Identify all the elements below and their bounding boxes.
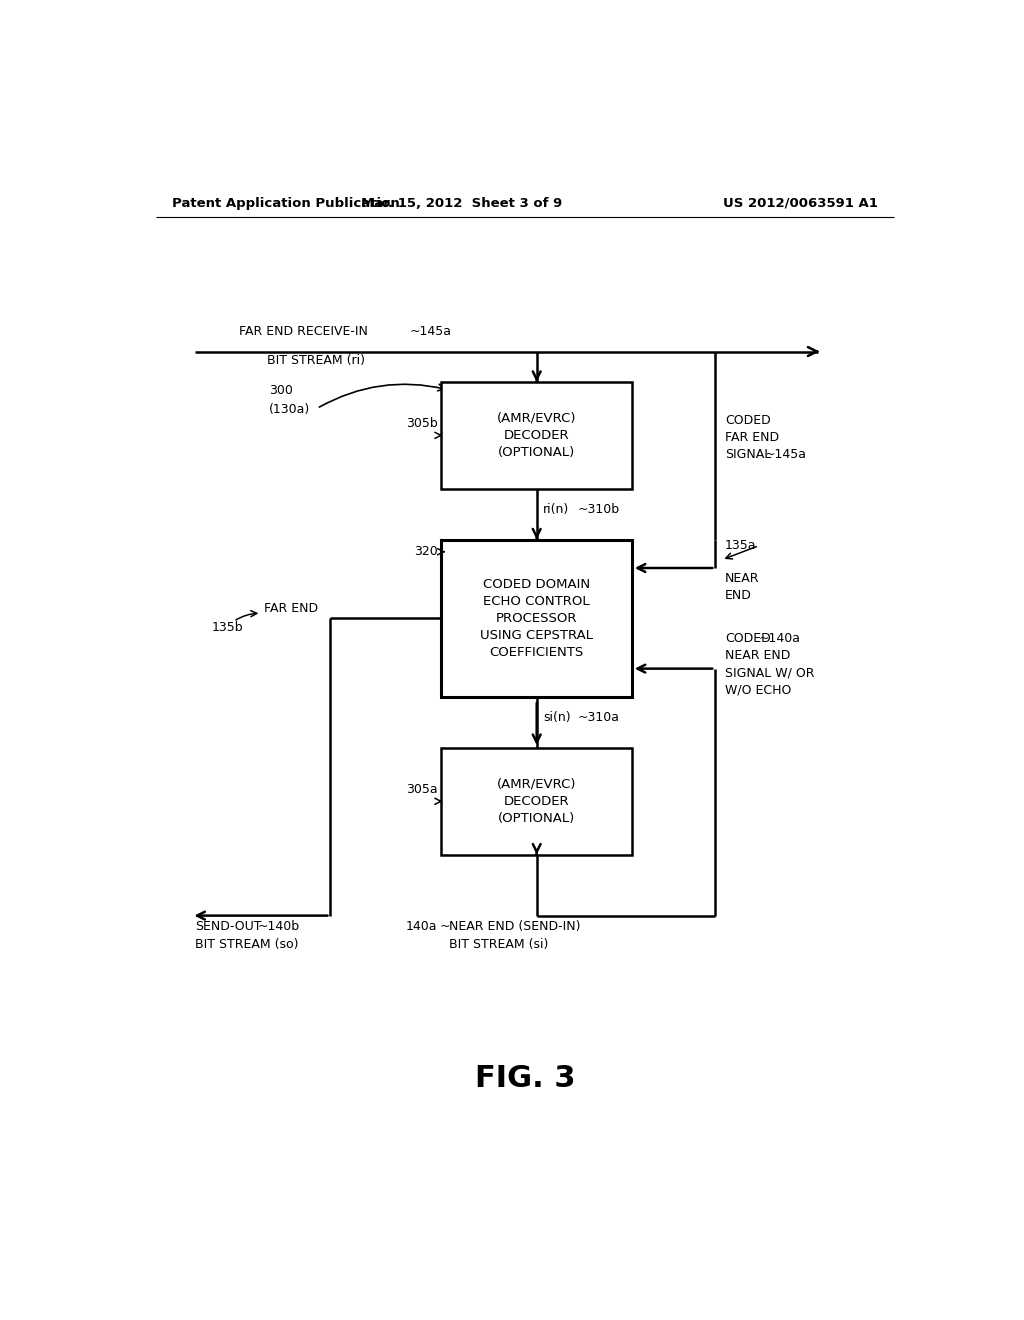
Text: ~140a: ~140a [759, 632, 801, 644]
Bar [441, 748, 632, 854]
Text: 320: 320 [414, 545, 437, 558]
Text: ~140b: ~140b [257, 920, 299, 933]
Text: SIGNAL W/ OR: SIGNAL W/ OR [725, 667, 814, 680]
Text: NEAR END (SEND-IN): NEAR END (SEND-IN) [450, 920, 581, 933]
Text: US 2012/0063591 A1: US 2012/0063591 A1 [723, 197, 878, 210]
Text: 135b: 135b [211, 622, 243, 635]
Text: BIT STREAM (si): BIT STREAM (si) [450, 939, 549, 950]
Text: ~310b: ~310b [578, 503, 621, 516]
Text: CODED: CODED [725, 413, 770, 426]
Text: BIT STREAM (ri): BIT STREAM (ri) [267, 354, 365, 367]
Text: 140a: 140a [406, 920, 437, 933]
Text: ~145a: ~145a [410, 325, 452, 338]
Text: 305b: 305b [406, 417, 437, 430]
Text: SEND-OUT: SEND-OUT [196, 920, 262, 933]
Text: 300: 300 [269, 384, 293, 396]
Text: SIGNAL: SIGNAL [725, 449, 771, 461]
Text: (130a): (130a) [269, 403, 310, 416]
Text: FAR END RECEIVE-IN: FAR END RECEIVE-IN [240, 325, 368, 338]
Text: NEAR: NEAR [725, 572, 759, 585]
Text: ~310a: ~310a [578, 711, 620, 723]
Bar [441, 540, 632, 697]
Text: ~: ~ [440, 920, 451, 933]
Text: 135a: 135a [725, 539, 757, 552]
Text: Mar. 15, 2012  Sheet 3 of 9: Mar. 15, 2012 Sheet 3 of 9 [360, 197, 562, 210]
Bar [441, 381, 632, 488]
Text: (AMR/EVRC)
DECODER
(OPTIONAL): (AMR/EVRC) DECODER (OPTIONAL) [497, 412, 577, 459]
Text: FIG. 3: FIG. 3 [474, 1064, 575, 1093]
Text: NEAR END: NEAR END [725, 649, 791, 661]
Text: END: END [725, 589, 752, 602]
Text: BIT STREAM (so): BIT STREAM (so) [196, 939, 299, 950]
Text: ~145a: ~145a [765, 449, 807, 461]
Text: FAR END: FAR END [725, 430, 779, 444]
Text: FAR END: FAR END [264, 602, 318, 615]
Text: (AMR/EVRC)
DECODER
(OPTIONAL): (AMR/EVRC) DECODER (OPTIONAL) [497, 777, 577, 825]
Text: Patent Application Publication: Patent Application Publication [172, 197, 399, 210]
Text: CODED: CODED [725, 632, 770, 644]
Text: si(n): si(n) [543, 711, 570, 723]
Text: W/O ECHO: W/O ECHO [725, 684, 792, 697]
Text: 305a: 305a [406, 783, 437, 796]
Text: ri(n): ri(n) [543, 503, 569, 516]
Text: CODED DOMAIN
ECHO CONTROL
PROCESSOR
USING CEPSTRAL
COEFFICIENTS: CODED DOMAIN ECHO CONTROL PROCESSOR USIN… [480, 578, 593, 659]
